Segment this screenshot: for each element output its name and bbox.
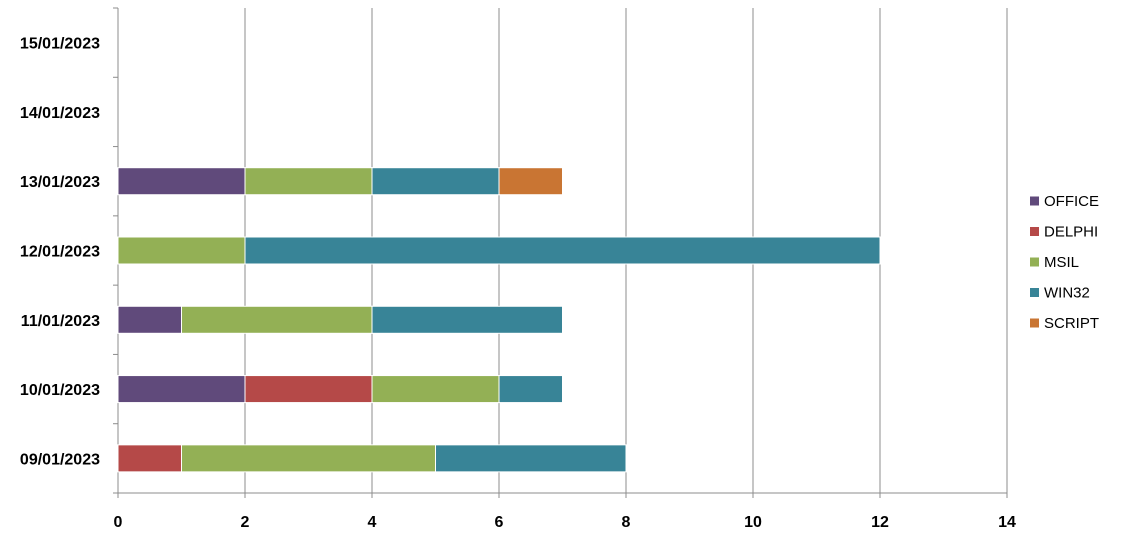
legend-label-win32: WIN32 xyxy=(1044,285,1090,302)
y-tick-label: 15/01/2023 xyxy=(20,36,100,53)
x-tick-label: 12 xyxy=(871,514,889,531)
bar-segment-msil xyxy=(371,375,500,404)
legend-label-office: OFFICE xyxy=(1044,193,1099,210)
x-tick-label: 6 xyxy=(495,514,504,531)
legend-swatch-office xyxy=(1030,196,1039,206)
y-tick-label: 09/01/2023 xyxy=(20,451,100,468)
legend-label-msil: MSIL xyxy=(1044,254,1079,271)
x-tick-label: 0 xyxy=(114,514,123,531)
y-tick-label: 13/01/2023 xyxy=(20,174,100,191)
bar-segment-msil xyxy=(181,444,436,473)
legend-label-delphi: DELPHI xyxy=(1044,224,1098,241)
bar-segment-win32 xyxy=(498,375,563,404)
x-tick-label: 2 xyxy=(241,514,250,531)
y-tick-label: 14/01/2023 xyxy=(20,105,100,122)
bar-segment-msil xyxy=(244,167,373,196)
bar-segment-script xyxy=(498,167,563,196)
x-tick-label: 10 xyxy=(744,514,762,531)
x-tick-label: 4 xyxy=(368,514,377,531)
bar-segment-win32 xyxy=(244,236,881,265)
legend-swatch-delphi xyxy=(1030,227,1039,236)
bar-segment-office xyxy=(117,305,182,334)
y-tick-label: 10/01/2023 xyxy=(20,382,100,399)
bar-segment-win32 xyxy=(371,167,500,196)
bar-segment-msil xyxy=(181,305,373,334)
legend-swatch-msil xyxy=(1030,257,1039,267)
bar-segment-office xyxy=(117,375,246,404)
y-tick-label: 11/01/2023 xyxy=(21,313,100,330)
x-tick-label: 8 xyxy=(622,514,631,531)
legend-label-script: SCRIPT xyxy=(1044,315,1099,332)
bar-segment-office xyxy=(117,167,246,196)
bar-segment-delphi xyxy=(117,444,182,473)
legend-swatch-script xyxy=(1030,318,1039,328)
x-tick-label: 14 xyxy=(998,514,1016,531)
bar-segment-win32 xyxy=(371,305,563,334)
bar-segment-win32 xyxy=(435,444,627,473)
bar-segment-delphi xyxy=(244,375,373,404)
bar-segment-msil xyxy=(117,236,246,265)
legend-swatch-win32 xyxy=(1030,288,1039,297)
y-tick-label: 12/01/2023 xyxy=(20,244,100,261)
